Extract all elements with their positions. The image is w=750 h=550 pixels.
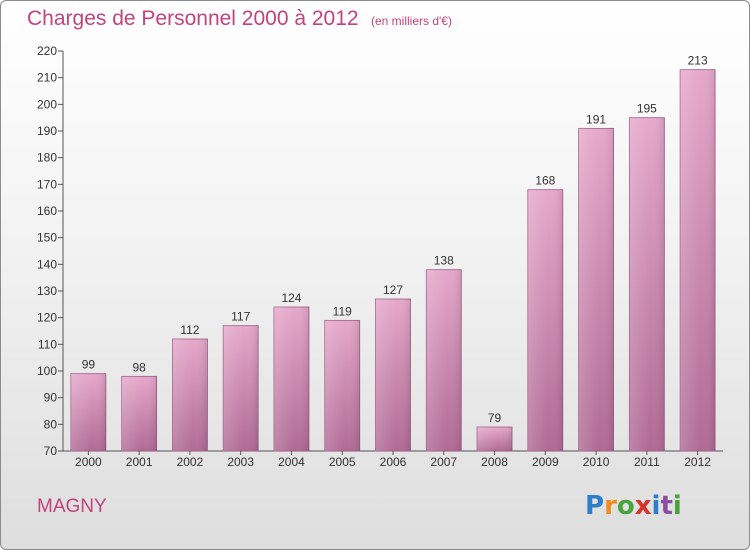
bar-value-label: 79 [488,411,502,425]
y-tick-label: 180 [37,151,57,165]
y-tick-label: 100 [37,364,57,378]
x-tick-label: 2004 [278,455,305,469]
x-tick-label: 2003 [227,455,254,469]
bar-shade-2009 [527,189,563,451]
y-tick-label: 90 [44,391,58,405]
plot-area: 7080901001101201301401501601701801902002… [37,44,723,469]
y-tick-label: 160 [37,204,57,218]
bar-value-label: 98 [132,360,146,374]
x-tick-label: 2006 [380,455,407,469]
x-tick-label: 2008 [481,455,508,469]
chart-title: Charges de Personnel 2000 à 2012 [27,7,359,30]
x-tick-label: 2009 [532,455,559,469]
x-tick-label: 2010 [583,455,610,469]
logo-letter: P [585,491,605,521]
chart-unit-note: (en milliers d'€) [371,14,452,28]
x-tick-label: 2011 [634,455,660,469]
bar-shade-2000 [70,373,106,451]
commune-name: MAGNY [37,496,107,517]
y-tick-label: 200 [37,97,57,111]
bar-shade-2004 [273,307,309,451]
y-tick-label: 130 [37,284,57,298]
bar-value-label: 213 [688,54,708,68]
bar-value-label: 99 [82,358,96,372]
bar-value-label: 138 [434,254,454,268]
logo-letter: i [672,491,682,521]
bar-value-label: 124 [281,291,301,305]
bar-shade-2001 [121,376,157,451]
x-tick-label: 2007 [430,455,457,469]
logo-letter: o [616,491,635,521]
bar-value-label: 119 [333,304,352,318]
logo-letter: i [651,491,661,521]
proxiti-logo: Proxiti [585,491,682,521]
y-tick-label: 120 [37,311,57,325]
logo-letter: t [660,491,673,521]
x-tick-label: 2000 [75,455,102,469]
y-tick-label: 80 [44,417,58,431]
bar-shade-2007 [426,269,462,451]
bar-value-label: 191 [586,112,606,126]
logo-letter: x [634,491,652,521]
bar-value-label: 117 [231,310,250,324]
y-tick-label: 210 [37,71,57,85]
y-tick-label: 150 [37,231,57,245]
y-tick-label: 110 [38,337,57,351]
logo-letter: r [604,491,617,521]
bar-shade-2010 [578,128,614,451]
y-tick-label: 220 [37,44,57,58]
x-tick-label: 2002 [177,455,204,469]
bar-shade-2005 [324,320,360,451]
y-tick-label: 70 [44,444,58,458]
bar-value-label: 195 [637,102,657,116]
bar-shade-2011 [629,117,665,452]
bar-shade-2002 [172,339,208,451]
bar-value-label: 112 [180,323,199,337]
bar-value-label: 127 [383,283,403,297]
x-tick-label: 2001 [126,455,153,469]
y-tick-label: 190 [37,124,57,138]
x-tick-label: 2005 [329,455,356,469]
bar-shade-2008 [477,427,513,451]
y-tick-label: 170 [37,177,57,191]
bar-shade-2012 [680,69,716,452]
y-tick-label: 140 [37,257,57,271]
x-tick-label: 2012 [684,455,711,469]
bar-value-label: 168 [535,174,555,188]
bar-shade-2003 [223,325,259,451]
bar-shade-2006 [375,299,411,451]
